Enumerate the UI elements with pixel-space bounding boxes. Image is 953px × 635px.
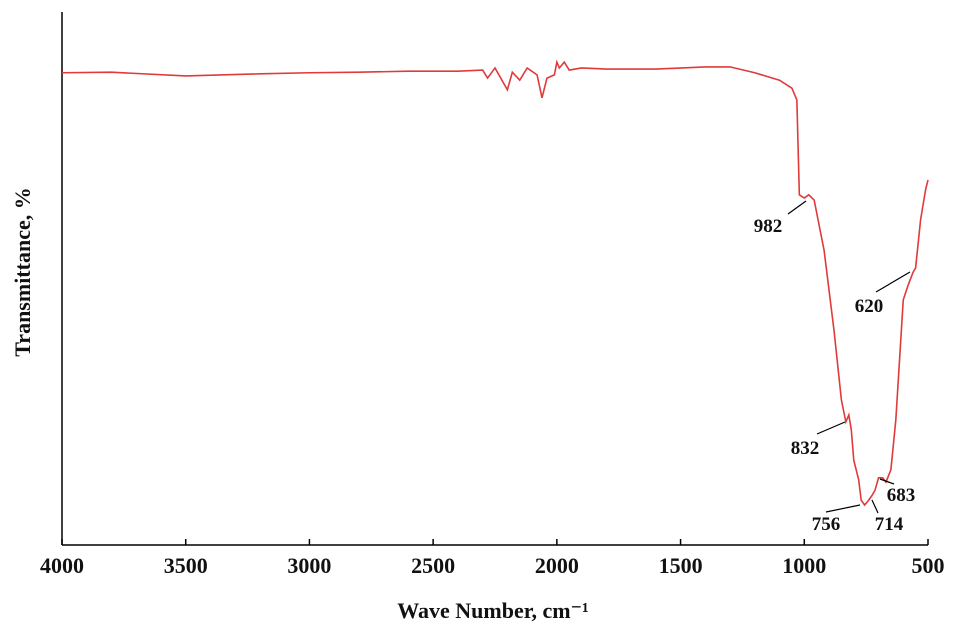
x-axis-label: Wave Number, cm⁻¹ bbox=[397, 598, 589, 623]
x-tick-label: 500 bbox=[912, 553, 945, 578]
annotation-label: 683 bbox=[887, 485, 916, 506]
x-tick-label: 3000 bbox=[287, 553, 331, 578]
annotation-leader bbox=[816, 421, 846, 435]
annotation-leader bbox=[879, 478, 895, 485]
annotation-leader bbox=[787, 200, 807, 215]
annotation-leader bbox=[875, 271, 911, 293]
annotation-leader bbox=[825, 504, 861, 513]
annotation-leader bbox=[871, 499, 879, 514]
x-tick-label: 4000 bbox=[40, 553, 84, 578]
annotation-label: 620 bbox=[855, 296, 884, 317]
x-tick-label: 3500 bbox=[164, 553, 208, 578]
annotation-label: 982 bbox=[754, 216, 783, 237]
x-tick-label: 1500 bbox=[659, 553, 703, 578]
y-axis-label: Transmittance, % bbox=[10, 187, 35, 356]
x-tick-label: 2500 bbox=[411, 553, 455, 578]
annotation-label: 756 bbox=[812, 514, 841, 535]
x-tick-label: 2000 bbox=[535, 553, 579, 578]
annotation-label: 832 bbox=[791, 438, 820, 459]
x-tick-label: 1000 bbox=[782, 553, 826, 578]
annotation-label: 714 bbox=[875, 514, 904, 535]
